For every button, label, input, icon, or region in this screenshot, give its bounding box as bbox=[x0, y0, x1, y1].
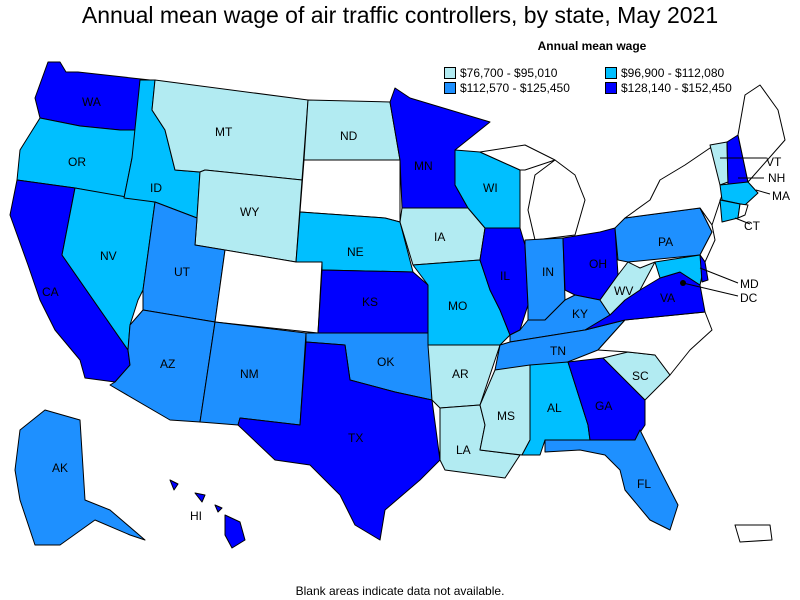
state-label-DC: DC bbox=[740, 291, 758, 305]
state-PR[interactable] bbox=[734, 524, 773, 543]
legend-item-4: $128,140 - $152,450 bbox=[605, 81, 732, 95]
legend-label-2: $96,900 - $112,080 bbox=[621, 66, 725, 80]
state-label-MD: MD bbox=[740, 277, 759, 291]
state-label-GA: GA bbox=[595, 399, 612, 413]
state-label-OR: OR bbox=[68, 155, 86, 169]
state-label-KS: KS bbox=[362, 295, 378, 309]
state-label-NM: NM bbox=[240, 367, 259, 381]
state-label-IN: IN bbox=[542, 265, 554, 279]
state-label-FL: FL bbox=[637, 477, 651, 491]
legend-item-1: $76,700 - $95,010 bbox=[444, 66, 557, 80]
legend-swatch-1 bbox=[444, 67, 456, 79]
state-label-SC: SC bbox=[632, 369, 649, 383]
state-label-MA: MA bbox=[772, 189, 790, 203]
legend-item-3: $112,570 - $125,450 bbox=[444, 81, 570, 95]
state-FL[interactable] bbox=[544, 429, 679, 531]
state-label-IA: IA bbox=[434, 230, 445, 244]
state-label-NH: NH bbox=[768, 171, 785, 185]
state-label-LA: LA bbox=[456, 443, 471, 457]
state-AK[interactable] bbox=[14, 409, 146, 546]
state-label-ND: ND bbox=[340, 129, 358, 143]
state-label-WY: WY bbox=[240, 205, 259, 219]
state-label-TX: TX bbox=[348, 431, 363, 445]
state-label-VT: VT bbox=[766, 155, 782, 169]
state-label-KY: KY bbox=[572, 307, 588, 321]
state-label-NV: NV bbox=[100, 249, 117, 263]
state-DE[interactable] bbox=[699, 254, 709, 283]
state-label-AK: AK bbox=[52, 461, 68, 475]
state-label-VA: VA bbox=[660, 291, 675, 305]
legend-label-3: $112,570 - $125,450 bbox=[460, 81, 570, 95]
legend-label-1: $76,700 - $95,010 bbox=[460, 66, 558, 80]
callout-lines bbox=[682, 157, 771, 297]
legend-swatch-4 bbox=[605, 82, 617, 94]
state-label-TN: TN bbox=[550, 344, 566, 358]
state-label-WI: WI bbox=[483, 181, 498, 195]
state-label-HI: HI bbox=[190, 509, 202, 523]
state-label-OH: OH bbox=[589, 257, 607, 271]
state-label-IL: IL bbox=[500, 269, 510, 283]
state-label-CA: CA bbox=[42, 285, 59, 299]
state-RI[interactable] bbox=[737, 203, 749, 219]
legend-title: Annual mean wage bbox=[537, 39, 647, 53]
state-label-MT: MT bbox=[215, 125, 233, 139]
state-label-MN: MN bbox=[414, 159, 433, 173]
legend-item-2: $96,900 - $112,080 bbox=[605, 66, 724, 80]
state-label-MS: MS bbox=[497, 409, 515, 423]
state-label-WA: WA bbox=[82, 95, 101, 109]
state-label-OK: OK bbox=[377, 355, 394, 369]
legend-swatch-2 bbox=[605, 67, 617, 79]
state-label-WV: WV bbox=[614, 284, 633, 298]
state-label-ID: ID bbox=[150, 181, 162, 195]
state-MI[interactable] bbox=[479, 144, 586, 241]
state-HI[interactable] bbox=[169, 479, 246, 549]
state-label-NE: NE bbox=[347, 245, 364, 259]
legend-label-4: $128,140 - $152,450 bbox=[621, 81, 732, 95]
legend-swatch-3 bbox=[444, 82, 456, 94]
state-label-UT: UT bbox=[174, 265, 191, 279]
map-title: Annual mean wage of air traffic controll… bbox=[81, 2, 719, 28]
state-label-AL: AL bbox=[547, 401, 562, 415]
state-MA[interactable] bbox=[719, 181, 759, 206]
state-label-CT: CT bbox=[744, 219, 761, 233]
state-TX[interactable] bbox=[237, 341, 441, 541]
state-label-PA: PA bbox=[658, 235, 673, 249]
state-label-AR: AR bbox=[452, 367, 469, 381]
state-WV[interactable] bbox=[599, 261, 656, 316]
footnote: Blank areas indicate data not available. bbox=[295, 584, 505, 598]
state-label-AZ: AZ bbox=[160, 357, 175, 371]
state-label-MO: MO bbox=[448, 299, 467, 313]
